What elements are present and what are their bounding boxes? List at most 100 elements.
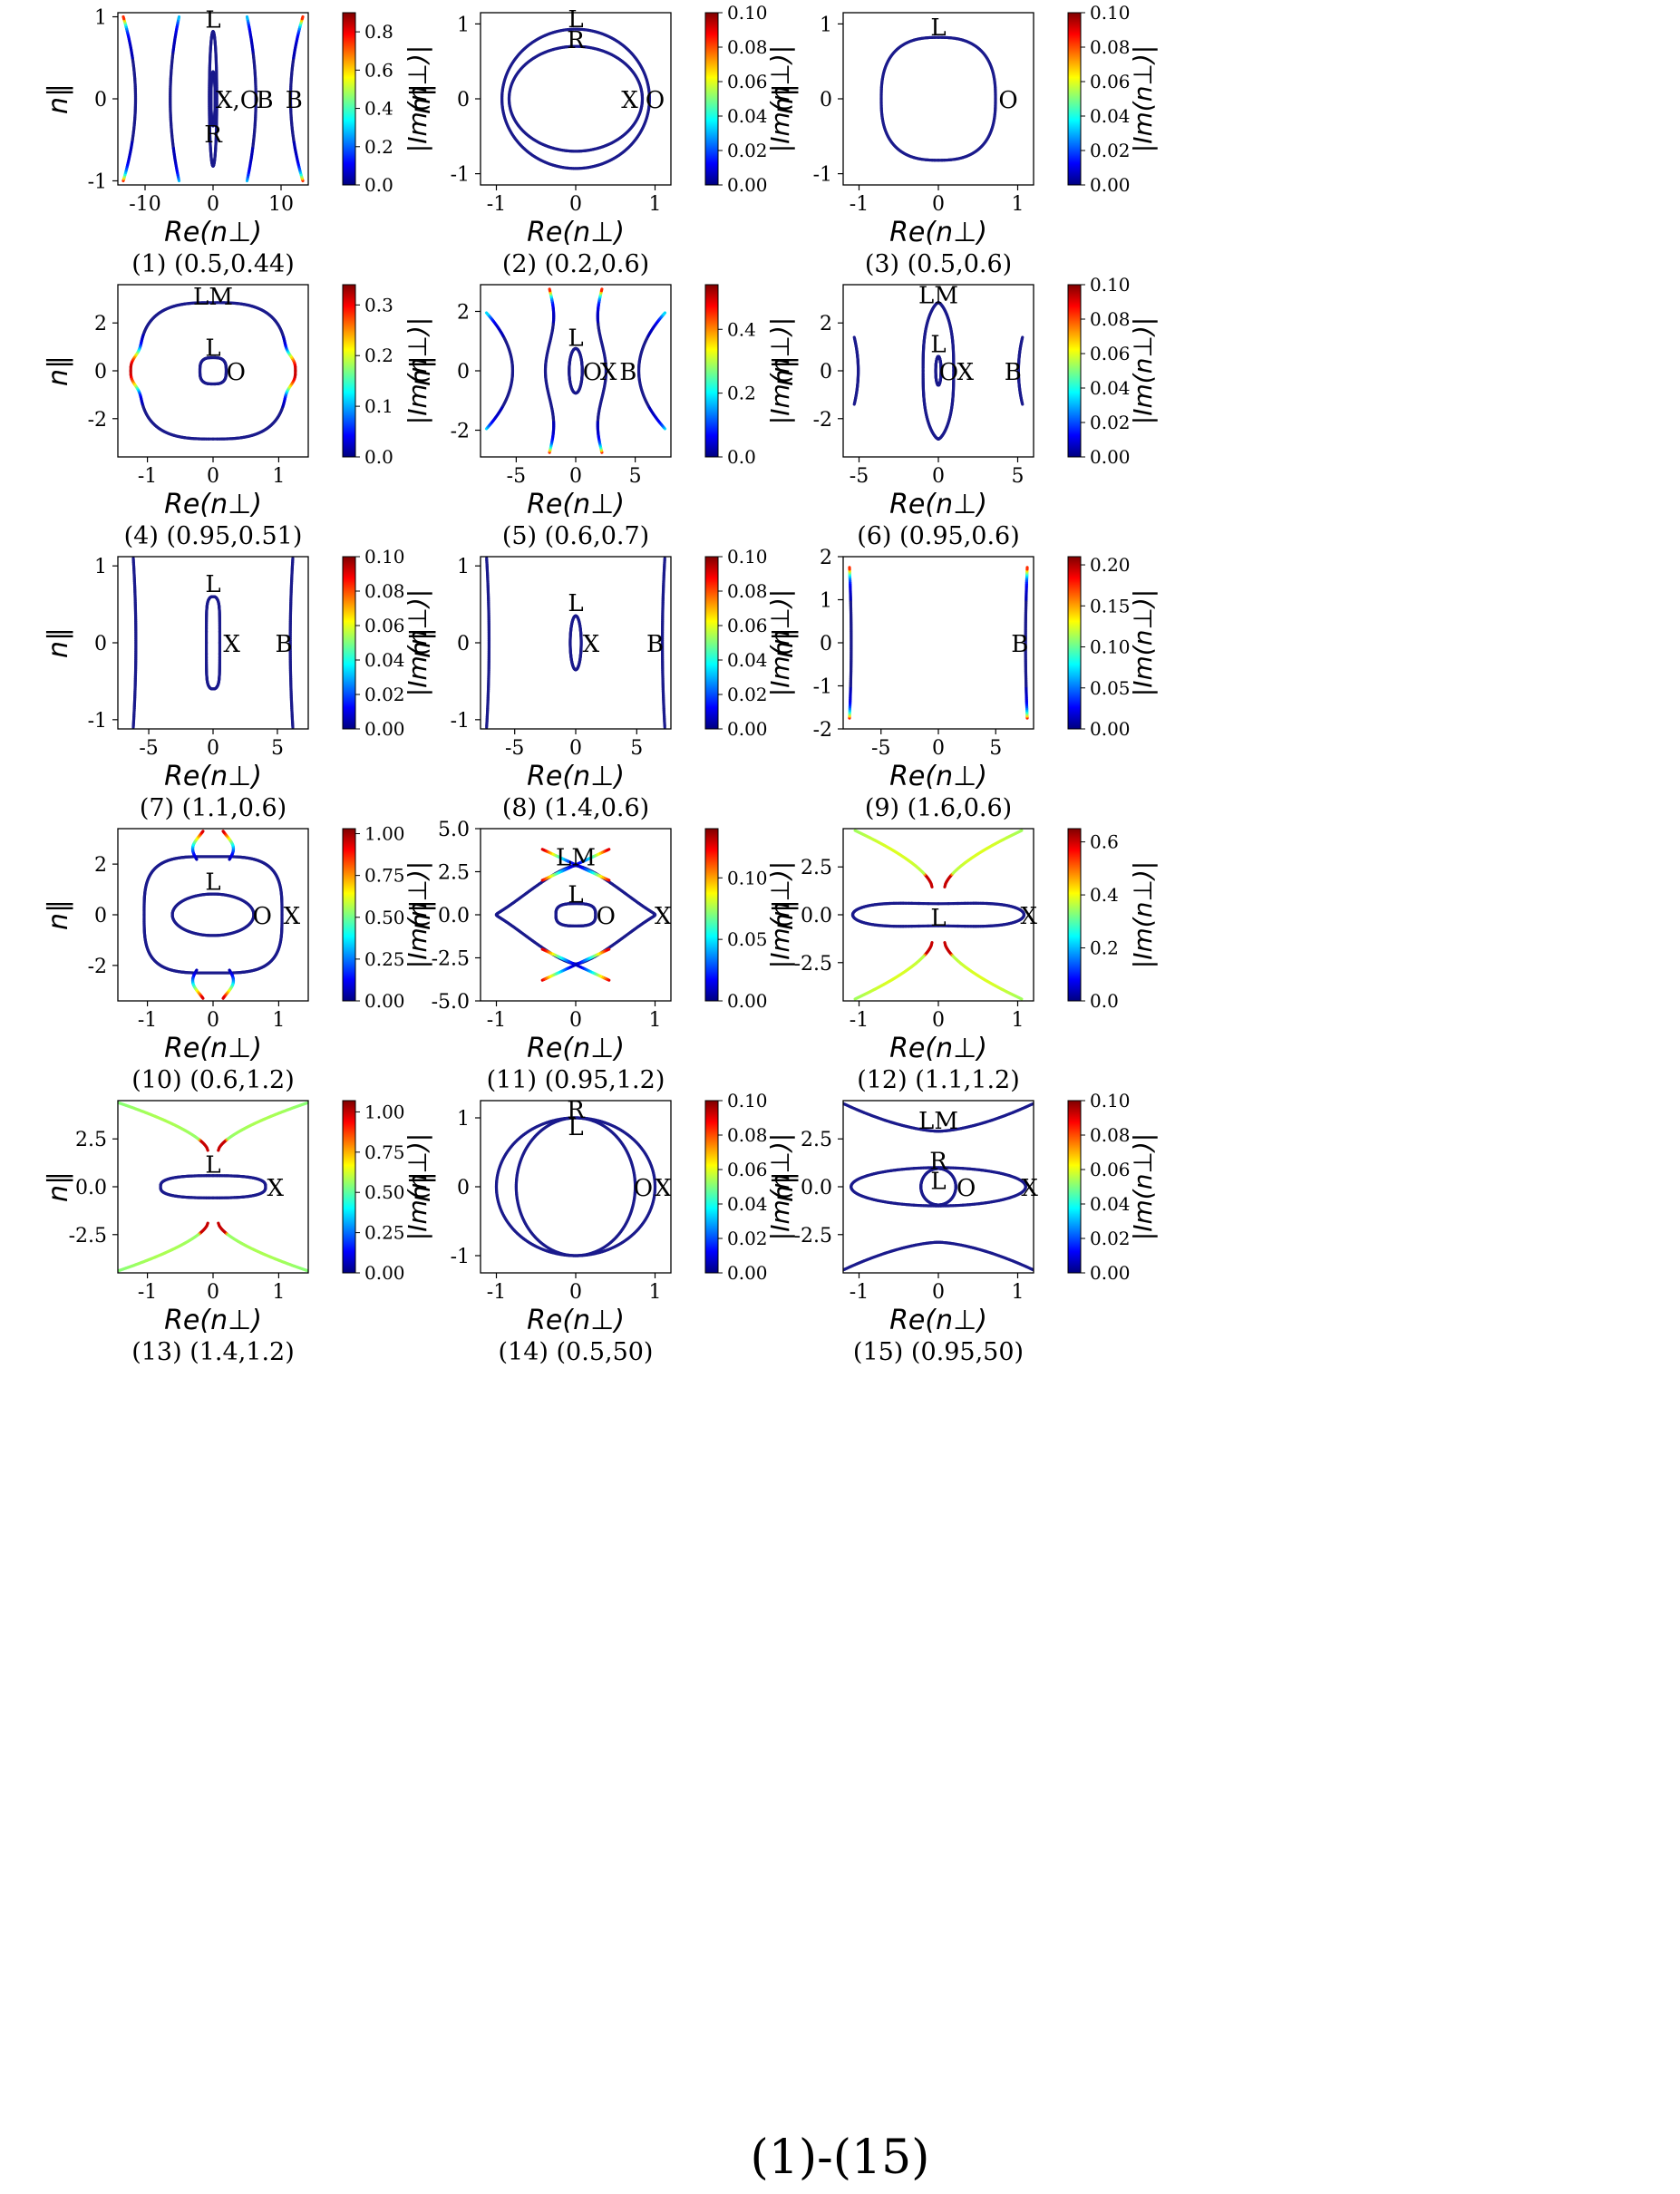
colorbar-tick-label: 0.08 bbox=[727, 36, 768, 58]
colorbar-tick-label: 0.10 bbox=[727, 2, 768, 24]
x-tick-label: 0 bbox=[569, 193, 582, 216]
x-tick-label: 0 bbox=[932, 193, 945, 216]
chart-panel-8: -5 0 5 -1 0 1 Re(n⊥) n∥ (8) (1.4,0.6) LX B 0.00 0.02… bbox=[405, 546, 795, 822]
x-axis-label: Re(n⊥) bbox=[889, 217, 987, 248]
chart-panel-2: -1 0 1 -1 0 1 Re(n⊥) n∥ (2) (0.2,0.6) LR X O 0.00 0.0… bbox=[405, 2, 795, 278]
panel-caption: (9) (1.6,0.6) bbox=[865, 794, 1012, 822]
curve-label: LM bbox=[918, 283, 958, 310]
colorbar-tick-label: 0.04 bbox=[727, 649, 768, 671]
y-tick-label: -2 bbox=[451, 421, 470, 443]
curve-label: B bbox=[286, 87, 303, 114]
colorbar-label: |Im(n⊥)| bbox=[1128, 589, 1158, 696]
colorbar-tick-label: 0.02 bbox=[364, 684, 405, 705]
curve-label: R bbox=[567, 27, 586, 54]
curve-label: L bbox=[568, 325, 583, 352]
y-tick-label: -2 bbox=[813, 409, 832, 432]
colorbar-tick-label: 0.08 bbox=[727, 580, 768, 602]
y-axis-label: n∥ bbox=[768, 83, 800, 114]
chart-panel-4: -1 0 1 -2 0 2 Re(n⊥) n∥ (4) (0.95,0.51) LM LO 0.0 0.… bbox=[43, 284, 432, 550]
panel-caption: (5) (0.6,0.7) bbox=[502, 522, 649, 550]
curves-group bbox=[852, 301, 1025, 441]
curves-group bbox=[848, 566, 1029, 720]
colorbar bbox=[704, 12, 719, 186]
colorbar-label: |Im(n⊥)| bbox=[403, 317, 432, 424]
curve-3-segment bbox=[300, 15, 305, 21]
colorbar-tick-label: 0.08 bbox=[364, 580, 405, 602]
curves-group bbox=[500, 27, 651, 170]
x-tick-label: 5 bbox=[630, 737, 643, 760]
colorbar bbox=[704, 556, 719, 730]
colorbar-tick-label: 0.15 bbox=[1090, 595, 1131, 616]
curve-label: L bbox=[205, 571, 220, 598]
curve-label: X bbox=[223, 631, 240, 658]
colorbar-tick-label: 0.10 bbox=[1090, 636, 1131, 658]
colorbar-label: |Im(n⊥)| bbox=[403, 45, 432, 152]
colorbar-tick-label: 0.4 bbox=[364, 98, 393, 120]
chart-panel-5: -5 0 5 -2 0 2 Re(n⊥) n∥ (5) (0.6,0.7) LOX B 0.0 0.2 0… bbox=[405, 284, 795, 550]
y-tick-label: -1 bbox=[451, 710, 470, 733]
colorbar-tick-label: 0.06 bbox=[727, 71, 768, 92]
colorbar-tick-label: 0.0 bbox=[364, 174, 393, 196]
colorbar-tick-label: 0.04 bbox=[364, 649, 405, 671]
curve-label: X bbox=[600, 359, 617, 386]
colorbar-label: |Im(n⊥)| bbox=[1128, 317, 1158, 424]
colorbar-tick-label: 0.10 bbox=[1090, 274, 1131, 296]
curves-group bbox=[879, 35, 997, 162]
colorbar-tick-label: 0.10 bbox=[364, 546, 405, 568]
curve-label: L bbox=[568, 590, 583, 617]
y-tick-label: -2 bbox=[813, 719, 832, 742]
colorbar-tick-label: 0.00 bbox=[364, 718, 405, 740]
x-tick-label: 5 bbox=[271, 737, 284, 760]
plot-frame bbox=[117, 12, 309, 186]
x-axis-label: Re(n⊥) bbox=[527, 217, 625, 248]
colorbar-label: |Im(n⊥)| bbox=[1128, 45, 1158, 152]
curve-label: O bbox=[939, 359, 958, 386]
colorbar-tick-label: 0.20 bbox=[1090, 554, 1131, 576]
curve-label: X,O bbox=[216, 87, 259, 114]
colorbar bbox=[342, 284, 356, 458]
x-tick-label: -5 bbox=[850, 465, 869, 488]
x-axis-label: Re(n⊥) bbox=[164, 217, 262, 248]
colorbar bbox=[704, 284, 719, 458]
colorbar-tick-label: 0.00 bbox=[1090, 174, 1131, 196]
curve-label: O bbox=[227, 359, 246, 386]
x-tick-label: 0 bbox=[932, 737, 945, 760]
y-tick-label: -2 bbox=[88, 409, 107, 432]
curve-2-segment bbox=[662, 311, 667, 316]
curve-label: O bbox=[646, 87, 665, 114]
colorbar-tick-label: 0.4 bbox=[727, 318, 756, 340]
x-tick-label: 5 bbox=[1012, 465, 1025, 488]
colorbar-label: |Im(n⊥)| bbox=[765, 589, 795, 696]
curve-label: X bbox=[621, 87, 638, 114]
y-axis-label: n∥ bbox=[43, 355, 74, 386]
curve-label: L bbox=[568, 6, 583, 34]
curves-group bbox=[129, 301, 297, 441]
colorbar-tick-label: 0.02 bbox=[727, 684, 768, 705]
colorbar-tick-label: 0.02 bbox=[1090, 412, 1131, 433]
curve-label: B bbox=[275, 631, 292, 658]
colorbar-tick-label: 0.6 bbox=[364, 59, 393, 81]
colorbar-tick-label: 0.10 bbox=[727, 546, 768, 568]
colorbar-tick-label: 0.2 bbox=[364, 136, 393, 158]
colorbar-tick-label: 0.04 bbox=[1090, 105, 1131, 127]
x-tick-label: 1 bbox=[272, 465, 285, 488]
y-tick-label: 1 bbox=[94, 7, 107, 30]
x-tick-label: 1 bbox=[1012, 193, 1025, 216]
curve-label: B bbox=[646, 631, 664, 658]
y-axis-label: n∥ bbox=[768, 355, 800, 386]
y-tick-label: -1 bbox=[88, 170, 107, 193]
y-tick-label: 0 bbox=[820, 89, 832, 112]
y-tick-label: 1 bbox=[457, 14, 470, 36]
colorbar-label: |Im(n⊥)| bbox=[765, 45, 795, 152]
chart-panel-3: -1 0 1 -1 0 1 Re(n⊥) n∥ (3) (0.5,0.6) L O 0.00 0.02 0… bbox=[768, 2, 1158, 278]
curve-label: O bbox=[998, 87, 1017, 114]
colorbar-tick-label: 0.3 bbox=[364, 294, 393, 316]
colorbar-tick-label: 0.00 bbox=[727, 718, 768, 740]
chart-panel-7: -5 0 5 -1 0 1 Re(n⊥) n∥ (7) (1.1,0.6) L X B 0.00 0.02… bbox=[43, 546, 432, 822]
x-axis-label: Re(n⊥) bbox=[527, 761, 625, 792]
colorbar-tick-label: 0.06 bbox=[1090, 343, 1131, 364]
y-tick-label: 0 bbox=[820, 633, 832, 655]
